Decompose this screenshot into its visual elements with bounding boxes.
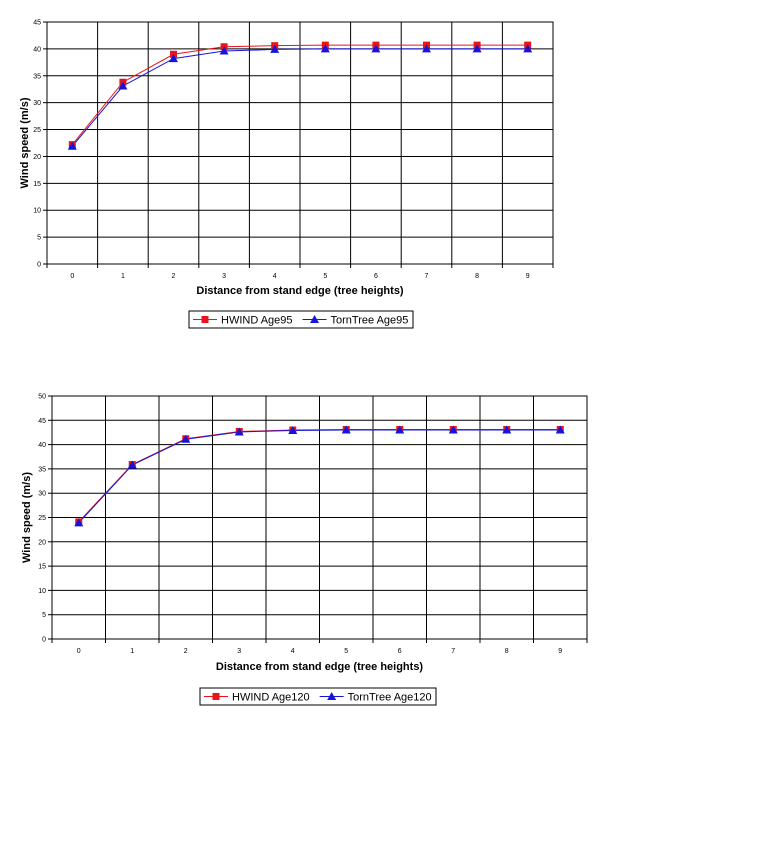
- data-point-series-2: [502, 425, 512, 434]
- x-tick-label: 8: [505, 648, 509, 655]
- y-tick-label: 15: [38, 564, 46, 571]
- legend-marker-1: [212, 693, 220, 700]
- y-tick-label: 35: [33, 73, 41, 80]
- x-tick-label: 6: [398, 648, 402, 655]
- data-point-series-2: [341, 425, 351, 434]
- y-tick-label: 5: [42, 612, 46, 619]
- data-point-series-2: [523, 44, 533, 53]
- x-tick-label: 9: [558, 648, 562, 655]
- x-tick-label: 7: [451, 648, 455, 655]
- x-tick-label: 1: [130, 648, 134, 655]
- x-tick-label: 2: [172, 273, 176, 280]
- x-tick-label: 3: [222, 273, 226, 280]
- legend: HWIND Age95 TornTree Age95: [188, 310, 414, 329]
- x-tick-label: 1: [121, 273, 125, 280]
- series-line-2: [78, 429, 561, 524]
- y-tick-label: 50: [38, 394, 46, 401]
- y-tick-label: 5: [37, 235, 41, 242]
- chart-age95: 0 5 10 15 20 25 30 35 40 45 0 1 2 3 4 5 6 7 8 9 Distance fro…: [0, 0, 768, 340]
- x-tick-label: 8: [475, 273, 479, 280]
- y-tick-label: 10: [33, 208, 41, 215]
- data-point-series-2: [127, 460, 137, 469]
- data-point-series-2: [74, 518, 84, 527]
- x-tick-label: 6: [374, 273, 378, 280]
- legend-label-1: HWIND Age95: [221, 315, 293, 327]
- series-line-2: [71, 48, 528, 147]
- x-tick-label: 0: [70, 273, 74, 280]
- x-tick-label: 7: [425, 273, 429, 280]
- data-point-series-2: [67, 141, 77, 150]
- y-tick-label: 0: [42, 637, 46, 644]
- data-point-series-2: [234, 427, 244, 436]
- data-point-series-2: [169, 54, 178, 63]
- legend-box: [199, 687, 437, 706]
- y-tick-label: 10: [38, 588, 46, 595]
- legend: HWIND Age120 TornTree Age120: [199, 687, 437, 706]
- y-tick-label: 0: [37, 262, 41, 269]
- data-point-series-2: [181, 434, 191, 443]
- x-tick-label: 5: [323, 273, 327, 280]
- x-tick-label: 5: [344, 648, 348, 655]
- x-tick-label: 9: [526, 273, 530, 280]
- series-line-1: [71, 44, 528, 145]
- x-tick-label: 4: [273, 273, 277, 280]
- legend-marker-2: [327, 692, 337, 700]
- data-point-series-2: [288, 426, 298, 435]
- x-tick-label: 0: [77, 648, 81, 655]
- x-axis-label: Distance from stand edge (tree heights): [196, 285, 404, 297]
- y-tick-label: 30: [33, 100, 41, 107]
- y-axis-label: Wind speed (m/s): [19, 97, 31, 188]
- x-axis-label: Distance from stand edge (tree heights): [216, 661, 424, 673]
- y-tick-label: 15: [33, 181, 41, 188]
- data-point-series-2: [320, 44, 330, 53]
- y-tick-label: 40: [33, 46, 41, 53]
- y-tick-label: 40: [38, 442, 46, 449]
- legend-label-2: TornTree Age120: [348, 692, 432, 704]
- x-tick-label: 3: [237, 648, 241, 655]
- y-tick-label: 20: [38, 539, 46, 546]
- x-tick-label: 4: [291, 648, 295, 655]
- legend-marker-2: [310, 315, 320, 323]
- data-point-series-2: [395, 425, 405, 434]
- y-tick-label: 25: [33, 127, 41, 134]
- y-tick-label: 35: [38, 466, 46, 473]
- data-point-series-2: [219, 46, 229, 55]
- data-point-series-2: [118, 81, 128, 90]
- x-tick-label: 2: [184, 648, 188, 655]
- chart-age120: 0 5 10 15 20 25 30 35 40 45 50 0 1 2 3 4 5 6 7 8 9 Distance f…: [0, 380, 768, 710]
- y-tick-label: 45: [33, 20, 41, 27]
- y-axis-label: Wind speed (m/s): [21, 472, 33, 563]
- data-point-series-2: [555, 425, 565, 434]
- data-point-series-2: [270, 44, 280, 53]
- data-point-series-2: [371, 44, 381, 53]
- data-point-series-2: [448, 425, 458, 434]
- legend-label-1: HWIND Age120: [232, 692, 310, 704]
- legend-box: [188, 310, 414, 329]
- y-tick-label: 20: [33, 154, 41, 161]
- y-tick-label: 30: [38, 491, 46, 498]
- y-tick-label: 25: [38, 515, 46, 522]
- legend-label-2: TornTree Age95: [331, 315, 409, 327]
- legend-marker-1: [201, 316, 209, 323]
- data-point-series-2: [422, 44, 431, 53]
- y-tick-label: 45: [38, 418, 46, 425]
- data-point-series-2: [472, 44, 482, 53]
